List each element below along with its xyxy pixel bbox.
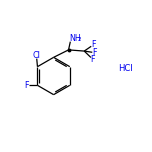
Text: F: F: [24, 81, 29, 90]
Text: HCl: HCl: [118, 64, 133, 73]
Text: F: F: [93, 48, 97, 57]
Text: F: F: [90, 55, 95, 64]
Text: 2: 2: [77, 37, 81, 42]
Text: Cl: Cl: [33, 51, 41, 60]
Text: NH: NH: [70, 34, 81, 43]
Text: F: F: [91, 40, 96, 49]
